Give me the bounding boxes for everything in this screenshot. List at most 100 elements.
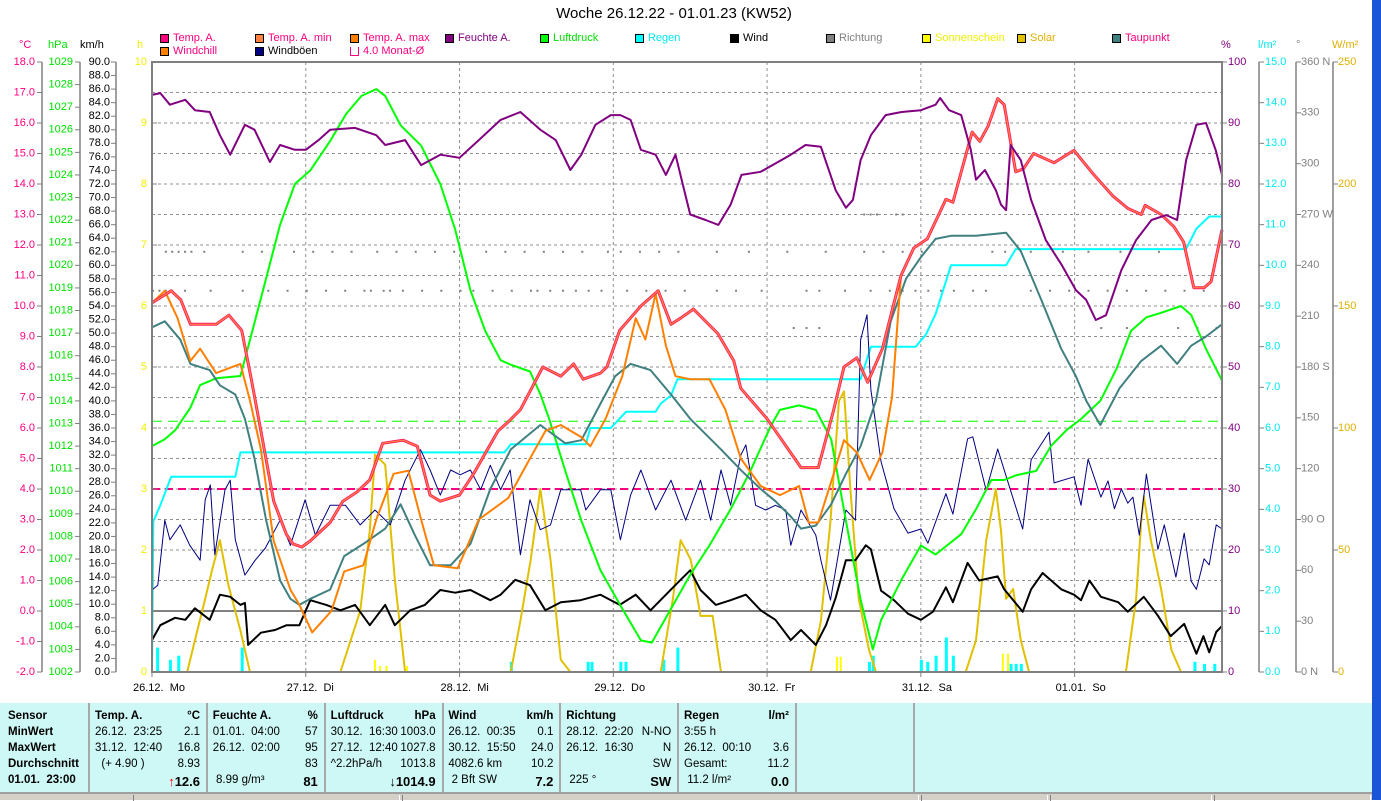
- temp-tick-label: -2.0: [16, 666, 35, 678]
- pressure-tick-label: 1005: [49, 598, 73, 610]
- rain-tick-label: 14.0: [1265, 97, 1286, 109]
- rain-bar: [168, 659, 172, 672]
- legend-swatch-icon: [445, 33, 454, 43]
- sun-tick-label: 6: [141, 300, 147, 312]
- temp-tick-label: 18.0: [14, 56, 35, 68]
- cell-label: 3:55 h: [684, 726, 716, 738]
- cell-value: 1003.0: [400, 726, 436, 738]
- wind-tick-label: 30.0: [89, 463, 110, 475]
- pressure-tick-label: 1010: [49, 485, 73, 497]
- direction-dot: [260, 250, 263, 253]
- series-solar-line: [152, 390, 1222, 673]
- series-luftdruck-line: [151, 88, 1223, 651]
- direction-dot: [715, 250, 718, 253]
- humidity-tick-label: 60: [1228, 300, 1240, 312]
- legend-label: Windchill: [173, 45, 218, 57]
- x-tick-label: 31.12. Sa: [902, 682, 953, 694]
- cell-value: 1013.8: [400, 758, 436, 770]
- cell-label: 31.12. 12:40: [95, 742, 163, 754]
- column-title: Richtung: [566, 710, 617, 722]
- wind-tick-label: 80.0: [89, 124, 110, 136]
- wind-tick-label: 32.0: [89, 449, 110, 461]
- direction-tick-label: 300: [1301, 158, 1319, 170]
- direction-dot: [344, 289, 347, 292]
- direction-dot: [863, 213, 866, 216]
- direction-dot: [184, 250, 187, 253]
- direction-dot: [549, 289, 552, 292]
- legend-label: Windböen: [268, 45, 318, 57]
- direction-tick-label: 360 N: [1301, 56, 1330, 68]
- direction-dot: [542, 250, 545, 253]
- sun-tick-label: 4: [141, 422, 147, 434]
- direction-dot: [1125, 289, 1128, 292]
- x-tick-label: 01.01. So: [1056, 682, 1106, 694]
- rain-bar: [951, 655, 955, 672]
- pressure-tick-label: 1024: [49, 169, 73, 181]
- status-bar: [0, 792, 1372, 801]
- direction-dot: [1004, 250, 1007, 253]
- direction-dot: [863, 250, 866, 253]
- direction-dot: [491, 289, 494, 292]
- current-value: 7.2: [535, 774, 553, 789]
- sun-tick-label: 2: [141, 544, 147, 556]
- cell-label: 28.12. 22:20: [566, 726, 634, 738]
- cell-label: 30.12. 16:30: [330, 726, 398, 738]
- legend-label: Sonnenschein: [935, 32, 1005, 44]
- direction-dot: [895, 213, 898, 216]
- status-segment: [1050, 795, 1212, 801]
- rain-tick-label: 12.0: [1265, 178, 1286, 190]
- direction-dot: [158, 289, 161, 292]
- legend-item: Windböen: [255, 45, 318, 57]
- current-value: 81: [303, 774, 317, 789]
- cell-value: N-NO: [641, 726, 672, 738]
- solar-tick-label: 50: [1338, 544, 1350, 556]
- direction-dot: [1029, 250, 1032, 253]
- temp-tick-label: 0.0: [20, 605, 35, 617]
- direction-dot: [305, 289, 308, 292]
- chart-title: Woche 26.12.22 - 01.01.23 (KW52): [556, 5, 792, 22]
- direction-dot: [376, 250, 379, 253]
- status-segment: [1214, 795, 1371, 801]
- wind-tick-label: 44.0: [89, 368, 110, 380]
- current-value-text: 0.0: [770, 774, 789, 789]
- legend-swatch-icon: [635, 33, 644, 43]
- wind-tick-label: 84.0: [89, 97, 110, 109]
- x-tick-label: 29.12. Do: [594, 682, 645, 694]
- direction-dot: [369, 289, 372, 292]
- direction-dot: [164, 250, 167, 253]
- wind-tick-label: 36.0: [89, 422, 110, 434]
- legend-swatch-icon: [1017, 33, 1026, 43]
- wind-tick-label: 88.0: [89, 69, 110, 81]
- direction-dot: [1157, 250, 1160, 253]
- direction-tick-label: 210: [1301, 310, 1319, 322]
- direction-dot: [1100, 327, 1103, 330]
- legend-label: Solar: [1030, 32, 1056, 44]
- direction-dot: [324, 289, 327, 292]
- direction-tick-label: 120: [1301, 463, 1319, 475]
- solar-tick-label: 250: [1338, 56, 1356, 68]
- x-tick-label: 27.12. Di: [287, 682, 334, 694]
- cell-value: 0.1: [537, 726, 554, 738]
- direction-dot: [1164, 289, 1167, 292]
- solar-tick-label: 200: [1338, 178, 1356, 190]
- column-title: Wind: [448, 710, 477, 722]
- direction-dot: [414, 250, 417, 253]
- rain-tick-label: 2.0: [1265, 585, 1280, 597]
- rain-tick-label: 6.0: [1265, 422, 1280, 434]
- panel-column: Wind km/h 26.12. 00:35 0.1 30.12. 15:50 24.0 4…: [443, 703, 562, 792]
- wind-tick-label: 26.0: [89, 490, 110, 502]
- legend-swatch-icon: [160, 46, 169, 56]
- panel-column-sensor: Sensor MinWert MaxWert Durchschnitt 01.01. 2…: [0, 703, 90, 792]
- direction-dot: [869, 213, 872, 216]
- wind-tick-label: 42.0: [89, 381, 110, 393]
- legend-swatch-icon: [255, 33, 264, 43]
- direction-dot: [901, 213, 904, 216]
- pressure-tick-label: 1013: [49, 417, 73, 429]
- rain-bar: [1009, 663, 1013, 672]
- status-segment: [133, 795, 400, 801]
- direction-dot: [760, 289, 763, 292]
- direction-dot: [901, 250, 904, 253]
- column-unit: l/m²: [768, 710, 789, 722]
- rain-bar: [177, 655, 181, 672]
- column-title: Luftdruck: [330, 710, 384, 722]
